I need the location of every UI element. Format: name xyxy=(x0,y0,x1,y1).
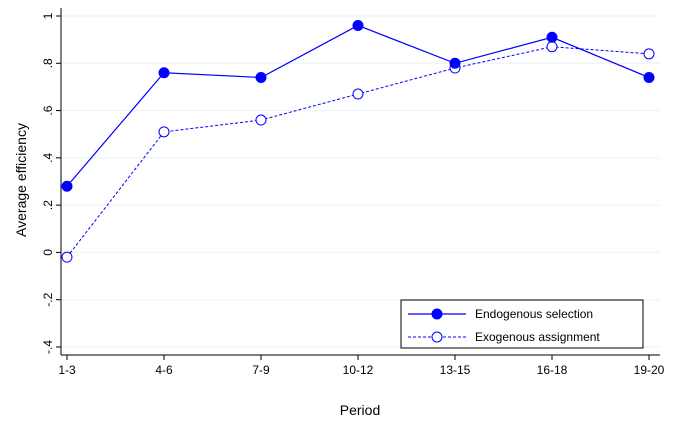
data-point xyxy=(255,114,267,126)
series-exogenous xyxy=(61,41,655,263)
x-tick-label: 10-12 xyxy=(343,363,374,377)
y-tick-label: .6 xyxy=(41,105,55,115)
x-tick-label: 16-18 xyxy=(537,363,568,377)
y-tick-label: .8 xyxy=(41,58,55,68)
data-point xyxy=(643,48,655,60)
x-axis-title: Period xyxy=(340,402,380,418)
data-point xyxy=(61,251,73,263)
x-tick-label: 4-6 xyxy=(155,363,173,377)
legend-label-endogenous: Endogenous selection xyxy=(475,307,593,321)
y-tick-label: -.2 xyxy=(41,292,55,306)
x-tick-label: 19-20 xyxy=(634,363,665,377)
y-tick-label: 0 xyxy=(41,249,55,256)
series-endogenous xyxy=(61,19,655,192)
data-point xyxy=(61,180,73,192)
legend-item-exogenous: Exogenous assignment xyxy=(408,330,600,344)
series xyxy=(61,19,655,263)
gridlines xyxy=(62,15,660,348)
legend-item-endogenous: Endogenous selection xyxy=(408,307,593,321)
series-line xyxy=(66,46,650,258)
data-point xyxy=(449,57,461,69)
y-axis-title: Average efficiency xyxy=(13,123,29,237)
x-tick-label: 13-15 xyxy=(440,363,471,377)
data-point xyxy=(546,41,558,53)
series-line xyxy=(66,24,650,187)
legend: Endogenous selection Exogenous assignmen… xyxy=(400,299,644,349)
legend-marker-endogenous xyxy=(431,308,443,320)
data-point xyxy=(352,19,364,31)
y-tick-label: -.4 xyxy=(41,340,55,354)
y-tick-label: .2 xyxy=(41,200,55,210)
x-ticks: 1-3 4-6 7-9 10-12 13-15 16-18 19-20 xyxy=(58,355,665,377)
data-point xyxy=(158,126,170,138)
legend-marker-exogenous xyxy=(431,331,443,343)
y-tick-label: 1 xyxy=(41,12,55,19)
data-point xyxy=(643,71,655,83)
legend-label-exogenous: Exogenous assignment xyxy=(475,330,600,344)
y-tick-label: .4 xyxy=(41,153,55,163)
data-point xyxy=(352,88,364,100)
data-point xyxy=(255,71,267,83)
axes xyxy=(60,8,660,356)
y-ticks: -.4 -.2 0 .2 .4 .6 .8 1 xyxy=(41,12,61,354)
x-tick-label: 7-9 xyxy=(252,363,270,377)
x-tick-label: 1-3 xyxy=(58,363,76,377)
data-point xyxy=(158,67,170,79)
data-point xyxy=(546,31,558,43)
